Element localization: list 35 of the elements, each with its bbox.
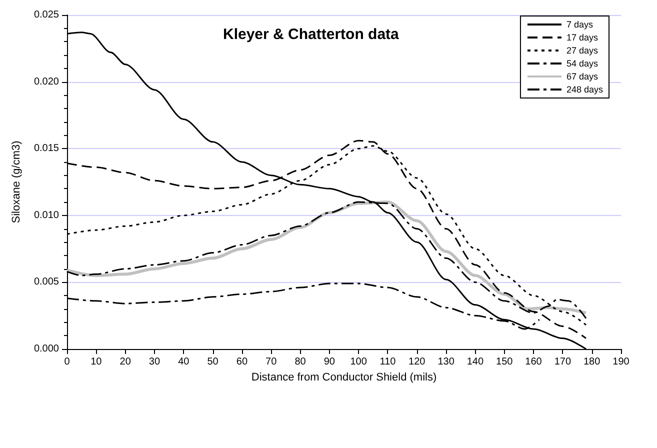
x-tick-label: 70: [266, 356, 278, 368]
y-tick-label: 0.025: [34, 10, 60, 20]
y-tick-label: 0.010: [34, 210, 60, 221]
x-tick-label: 20: [120, 356, 132, 368]
x-tick-label: 40: [178, 356, 190, 368]
legend-label: 27 days: [566, 46, 598, 56]
legend-label: 248 days: [566, 84, 604, 94]
x-tick-label: 30: [148, 356, 160, 368]
x-tick-label: 0: [64, 356, 70, 368]
x-tick-label: 160: [525, 356, 542, 368]
x-tick-label: 180: [584, 356, 601, 368]
x-tick-label: 150: [496, 356, 514, 368]
legend-label: 17 days: [566, 32, 598, 42]
x-tick-label: 10: [90, 356, 102, 368]
x-tick-label: 190: [612, 356, 630, 368]
x-axis-title: Distance from Conductor Shield (mils): [251, 372, 437, 384]
y-axis-title: Siloxane (g/cm3): [10, 140, 22, 224]
y-tick-label: 0.000: [34, 344, 60, 354]
legend-label: 54 days: [566, 58, 598, 68]
y-tick-label: 0.020: [34, 76, 60, 88]
x-tick-label: 130: [438, 356, 455, 368]
x-tick-label: 100: [350, 356, 368, 368]
x-tick-label: 140: [466, 356, 484, 368]
y-tick-label: 0.015: [34, 143, 60, 154]
y-tick-label: 0.005: [34, 276, 60, 288]
x-tick-label: 110: [380, 356, 396, 368]
x-tick-label: 50: [207, 356, 219, 368]
legend-label: 7 days: [566, 20, 594, 30]
x-tick-label: 170: [554, 356, 572, 368]
legend-label: 67 days: [566, 72, 598, 82]
x-tick-label: 80: [294, 356, 306, 368]
x-tick-label: 60: [236, 356, 248, 368]
x-tick-label: 90: [324, 356, 336, 368]
text: Kleyer & Chatterton data: [223, 26, 400, 43]
x-tick-label: 120: [408, 356, 426, 368]
